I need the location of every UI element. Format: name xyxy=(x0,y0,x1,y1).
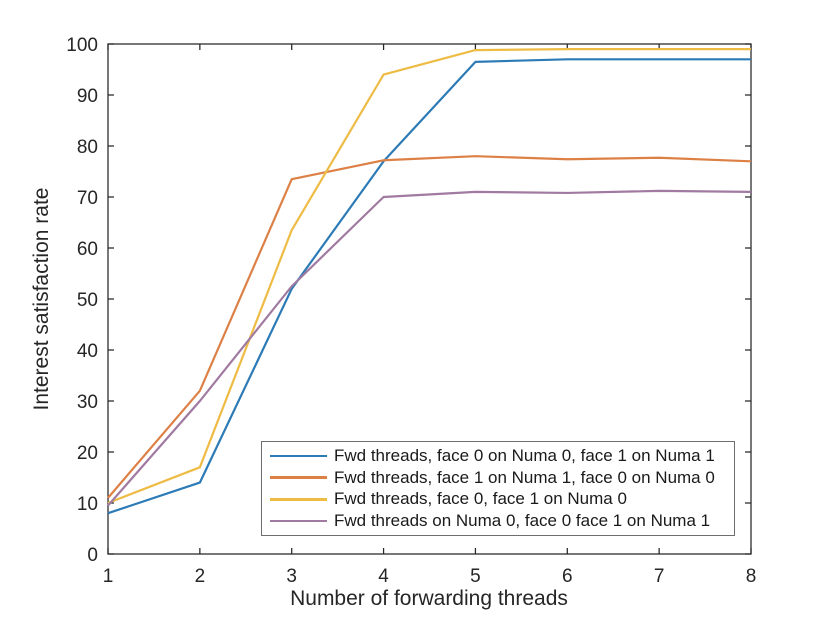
legend-item-label: Fwd threads, face 0 on Numa 0, face 1 on… xyxy=(334,445,715,465)
y-tick-label: 80 xyxy=(77,137,98,158)
legend-item: Fwd threads, face 0, face 1 on Numa 0 xyxy=(270,489,734,509)
legend-item: Fwd threads on Numa 0, face 0 face 1 on … xyxy=(270,511,734,531)
y-tick-label: 30 xyxy=(77,392,98,413)
y-tick-label: 40 xyxy=(77,341,98,362)
x-tick-label: 5 xyxy=(470,566,481,587)
legend-item-label: Fwd threads on Numa 0, face 0 face 1 on … xyxy=(334,511,711,531)
y-tick-label: 60 xyxy=(77,239,98,260)
x-tick-label: 1 xyxy=(103,566,114,587)
legend-line-swatch-orange xyxy=(270,476,327,479)
x-tick-label: 4 xyxy=(378,566,389,587)
x-tick-label: 6 xyxy=(562,566,573,587)
legend-item: Fwd threads, face 1 on Numa 1, face 0 on… xyxy=(270,468,734,488)
legend-item-label: Fwd threads, face 1 on Numa 1, face 0 on… xyxy=(334,467,715,487)
y-tick-label: 90 xyxy=(77,86,98,107)
legend-item: Fwd threads, face 0 on Numa 0, face 1 on… xyxy=(270,446,734,466)
x-tick-label: 2 xyxy=(195,566,206,587)
y-tick-label: 20 xyxy=(77,443,98,464)
x-tick-label: 7 xyxy=(654,566,665,587)
x-axis-label: Number of forwarding threads xyxy=(290,587,568,610)
legend: Fwd threads, face 0 on Numa 0, face 1 on… xyxy=(261,441,735,536)
legend-line-swatch-purple xyxy=(270,519,327,523)
y-tick-label: 50 xyxy=(77,290,98,311)
y-axis-label: Interest satisfaction rate xyxy=(30,187,53,411)
legend-line-swatch-blue xyxy=(270,454,327,457)
y-tick-label: 10 xyxy=(77,494,98,515)
series-line-1 xyxy=(107,155,752,499)
series-line-2 xyxy=(107,47,751,505)
series-line-0 xyxy=(107,58,751,515)
x-tick-label: 8 xyxy=(746,566,757,587)
series-line-3 xyxy=(107,189,752,507)
y-tick-label: 100 xyxy=(66,35,98,56)
y-tick-label: 70 xyxy=(77,188,98,209)
legend-item-label: Fwd threads, face 0, face 1 on Numa 0 xyxy=(334,489,627,509)
legend-line-swatch-yellow xyxy=(270,498,327,501)
x-tick-label: 3 xyxy=(286,566,297,587)
y-tick-label: 0 xyxy=(87,545,98,566)
